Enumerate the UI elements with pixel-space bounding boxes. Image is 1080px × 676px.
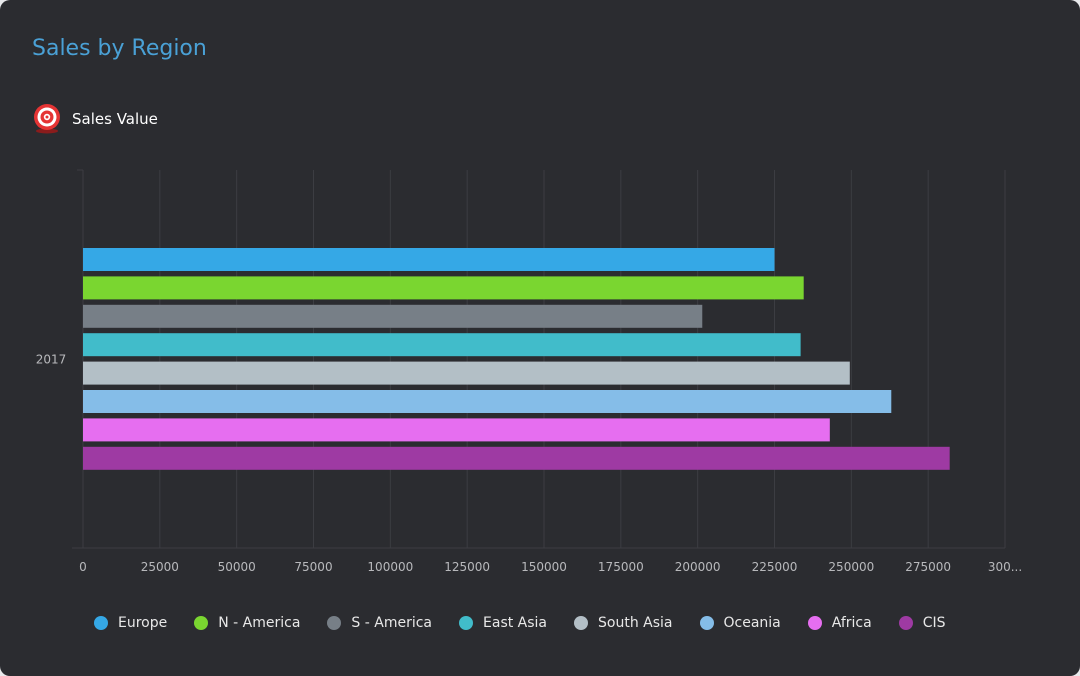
legend-item[interactable]: Africa [807,615,872,631]
legend-label: South Asia [598,615,673,631]
legend-item[interactable]: S - America [327,615,432,631]
x-tick-label: 200000 [675,560,721,574]
x-tick-label: 100000 [367,560,413,574]
legend-marker [194,616,209,630]
legend-label: Africa [831,615,872,631]
x-tick-label: 50000 [218,560,256,574]
x-tick-label: 25000 [141,560,179,574]
target-icon [34,104,60,134]
x-tick-label: 250000 [828,560,874,574]
x-tick-label: 75000 [294,560,332,574]
legend-marker [898,616,913,630]
legend-label: CIS [922,615,946,631]
legend-label: Europe [118,615,168,631]
bar-s-america[interactable] [83,304,703,328]
kpi-selector[interactable]: Sales Value [33,104,158,134]
legend-marker [807,616,822,630]
x-tick-label: 225000 [752,560,798,574]
legend-item[interactable]: Europe [94,615,167,631]
legend-label: N - America [218,615,301,631]
y-tick-label: 2017 [36,353,67,367]
x-tick-label: 275000 [905,560,951,574]
bar-africa[interactable] [83,418,830,442]
bar-chart: 0 25000 50000 75000 100000 125000 150000 175000… [36,169,1022,574]
legend-item[interactable]: N - America [194,615,300,631]
legend-marker [574,616,589,630]
bar-cis[interactable] [83,446,950,470]
x-tick-label: 175000 [598,560,644,574]
x-tick-label: 300... [988,560,1022,574]
legend-label: S - America [351,615,433,631]
kpi-label: Sales Value [72,110,158,128]
legend-marker [94,616,108,630]
x-tick-label: 0 [79,560,87,574]
legend-marker [459,616,474,630]
bar-n-america[interactable] [83,276,804,300]
legend-item[interactable]: East Asia [459,615,547,631]
legend-marker [327,616,342,630]
bar-oceania[interactable] [83,390,892,413]
legend-item[interactable]: South Asia [574,615,673,631]
bar-europe[interactable] [83,248,775,271]
chart-title: Sales by Region [32,36,207,61]
bar-east-asia[interactable] [83,333,801,357]
legend-label: Oceania [723,615,781,631]
x-tick-label: 150000 [521,560,567,574]
legend-item[interactable]: CIS [898,615,946,631]
legend-label: East Asia [483,615,548,631]
bar-south-asia[interactable] [83,361,850,385]
chart-legend: Europe N - America S - America East Asia Sou… [94,615,946,631]
legend-marker [699,616,714,630]
legend-item[interactable]: Oceania [699,615,781,631]
x-tick-label: 125000 [444,560,490,574]
